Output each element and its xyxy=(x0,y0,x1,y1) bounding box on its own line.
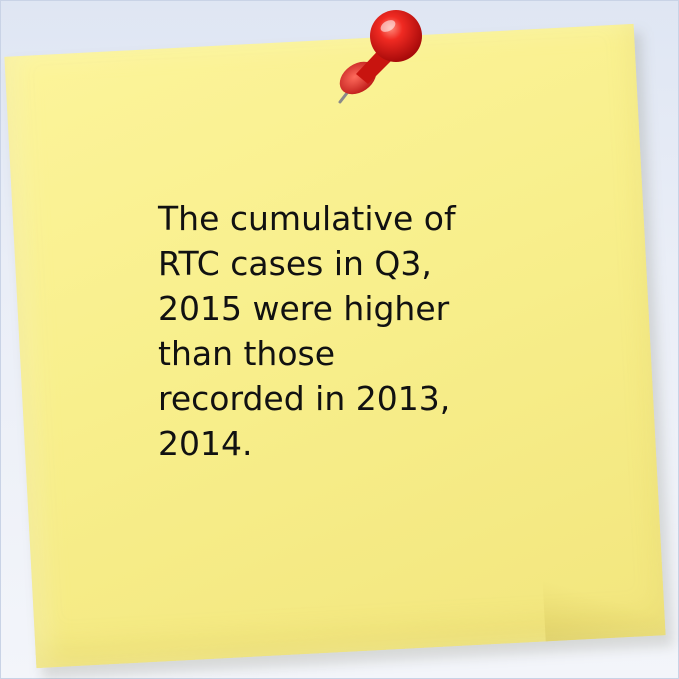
push-pin-icon xyxy=(338,10,422,104)
note-text: The cumulative of RTC cases in Q3, 2015 … xyxy=(158,199,456,463)
sticky-note-curl xyxy=(542,575,666,642)
